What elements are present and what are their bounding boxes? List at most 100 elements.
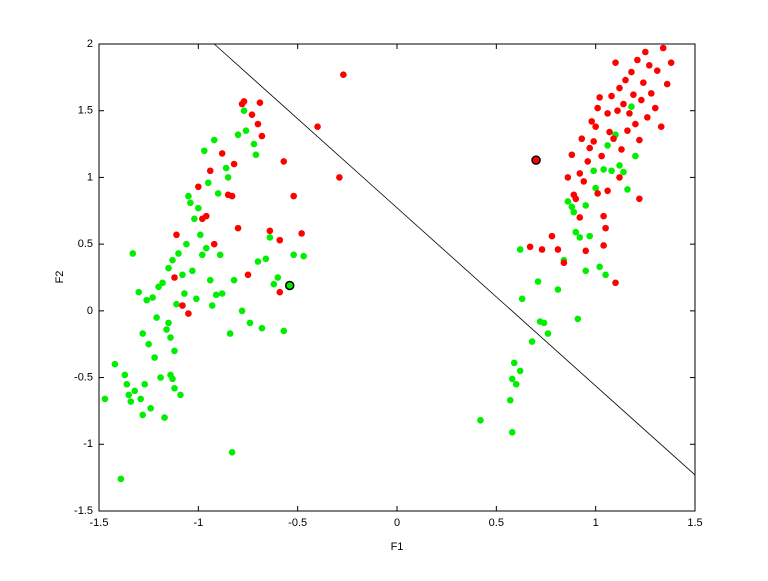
- point: [600, 242, 607, 249]
- point: [185, 310, 192, 317]
- point: [171, 347, 178, 355]
- point: [212, 291, 220, 299]
- point: [518, 295, 526, 303]
- point: [616, 174, 623, 181]
- point: [185, 192, 192, 200]
- point: [230, 276, 238, 284]
- point: [604, 110, 611, 117]
- point: [101, 395, 109, 403]
- point: [153, 314, 160, 321]
- point: [582, 247, 590, 255]
- point: [300, 252, 307, 260]
- point: [574, 315, 582, 323]
- point: [612, 59, 619, 66]
- point: [187, 199, 194, 207]
- point: [123, 380, 131, 388]
- point: [165, 264, 172, 272]
- point: [290, 192, 297, 200]
- point: [580, 178, 588, 185]
- point: [147, 404, 154, 412]
- point: [618, 146, 625, 153]
- point: [632, 152, 639, 160]
- point: [197, 231, 204, 239]
- point: [636, 195, 643, 203]
- point: [582, 267, 590, 275]
- point: [588, 118, 595, 125]
- point: [256, 99, 264, 107]
- point: [526, 243, 534, 251]
- point: [171, 274, 178, 281]
- point: [528, 338, 536, 345]
- point: [159, 279, 166, 287]
- point: [624, 127, 631, 135]
- x-tick-label: -0.5: [288, 517, 307, 529]
- point: [663, 80, 671, 88]
- point: [179, 302, 186, 309]
- point: [586, 144, 594, 152]
- point: [340, 71, 347, 78]
- point: [598, 152, 605, 160]
- point: [131, 387, 139, 395]
- point: [646, 62, 653, 69]
- point: [564, 174, 572, 181]
- x-tick-label: -1.5: [90, 517, 109, 529]
- point: [620, 168, 627, 176]
- point: [171, 384, 178, 392]
- point: [626, 110, 633, 117]
- y-tick-label: 1: [87, 171, 93, 183]
- point: [616, 162, 623, 169]
- point: [222, 164, 230, 172]
- point: [139, 411, 147, 419]
- point: [336, 174, 343, 181]
- point: [234, 131, 242, 139]
- point: [612, 279, 619, 287]
- point: [206, 276, 214, 284]
- point: [258, 324, 266, 332]
- point: [204, 179, 212, 187]
- point: [266, 234, 274, 241]
- point: [570, 191, 578, 199]
- point: [254, 120, 262, 128]
- point: [531, 155, 541, 165]
- x-tick-label: 0.5: [489, 517, 504, 529]
- point: [117, 475, 125, 483]
- point: [600, 212, 607, 220]
- point: [477, 416, 484, 424]
- point: [548, 232, 556, 240]
- axes-box: [98, 43, 696, 512]
- point: [284, 280, 295, 291]
- point: [516, 367, 524, 375]
- point: [242, 127, 250, 135]
- point: [244, 271, 252, 279]
- point: [576, 214, 584, 221]
- point: [262, 255, 270, 263]
- point: [189, 267, 196, 275]
- y-tick-label: 0.5: [78, 238, 93, 250]
- point: [238, 307, 246, 315]
- point: [568, 151, 576, 159]
- point: [572, 228, 580, 236]
- point: [628, 68, 635, 76]
- point: [228, 192, 236, 200]
- point: [121, 371, 129, 379]
- point: [195, 204, 202, 212]
- point: [149, 294, 156, 301]
- point: [246, 319, 254, 327]
- point: [165, 319, 172, 327]
- point: [578, 135, 586, 143]
- point: [298, 230, 305, 237]
- point: [590, 138, 597, 145]
- point: [560, 259, 568, 267]
- point: [508, 375, 516, 383]
- point: [638, 96, 645, 104]
- point: [173, 231, 180, 239]
- point: [137, 395, 145, 403]
- point: [139, 330, 147, 337]
- point: [653, 67, 661, 74]
- point: [240, 107, 248, 115]
- point: [632, 120, 639, 128]
- point: [216, 251, 224, 259]
- y-tick-label: 0: [87, 305, 93, 317]
- point: [151, 354, 158, 361]
